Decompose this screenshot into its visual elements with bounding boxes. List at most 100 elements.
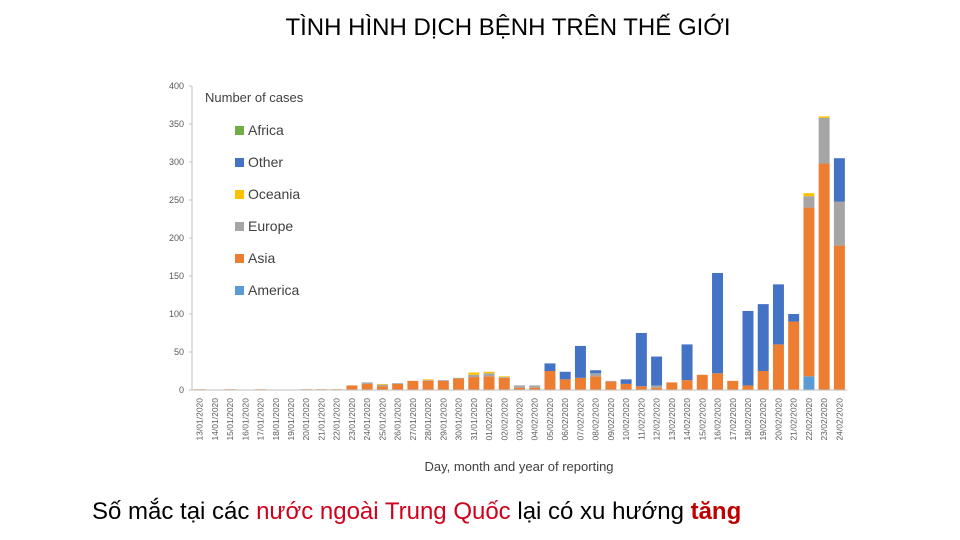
x-tick-label: 19/01/2020 bbox=[286, 398, 296, 441]
y-tick-label: 200 bbox=[169, 233, 184, 243]
x-tick-label: 22/02/2020 bbox=[804, 398, 814, 441]
bar-asia bbox=[376, 386, 388, 390]
bar-asia bbox=[696, 374, 708, 390]
bar-other bbox=[757, 304, 769, 371]
bar-oceania bbox=[483, 371, 495, 374]
legend-swatch bbox=[235, 190, 244, 199]
caption-text-2: lại có xu hướng bbox=[510, 498, 691, 525]
bar-europe bbox=[651, 385, 663, 388]
x-tick-label: 23/01/2020 bbox=[347, 398, 357, 441]
x-tick-label: 08/02/2020 bbox=[591, 398, 601, 441]
x-tick-label: 03/02/2020 bbox=[515, 398, 525, 441]
bar-europe bbox=[453, 377, 465, 379]
x-tick-label: 21/02/2020 bbox=[789, 398, 799, 441]
bar-asia bbox=[803, 207, 815, 377]
bar-europe bbox=[803, 196, 815, 208]
legend-label: Asia bbox=[248, 250, 275, 266]
slide-title: TÌNH HÌNH DỊCH BỆNH TRÊN THẾ GIỚI bbox=[285, 14, 731, 41]
bar-europe bbox=[361, 382, 373, 384]
x-tick-label: 23/02/2020 bbox=[819, 398, 829, 441]
bar-asia bbox=[529, 387, 541, 390]
bar-europe bbox=[422, 380, 434, 381]
x-tick-label: 13/01/2020 bbox=[195, 398, 205, 441]
bar-oceania bbox=[803, 193, 815, 197]
x-tick-label: 30/01/2020 bbox=[454, 398, 464, 441]
bar-asia bbox=[361, 383, 373, 390]
bar-europe bbox=[590, 373, 602, 377]
bar-other bbox=[574, 345, 586, 378]
x-tick-label: 01/02/2020 bbox=[484, 398, 494, 441]
x-tick-label: 10/02/2020 bbox=[621, 398, 631, 441]
bar-asia bbox=[635, 386, 647, 390]
bar-asia bbox=[788, 321, 800, 390]
bars bbox=[194, 116, 845, 390]
bar-europe bbox=[483, 373, 495, 377]
bar-oceania bbox=[498, 376, 510, 378]
bar-asia bbox=[681, 380, 693, 390]
bar-asia bbox=[605, 381, 617, 390]
x-tick-label: 25/01/2020 bbox=[377, 398, 387, 441]
bar-asia bbox=[544, 371, 556, 390]
y-tick-label: 50 bbox=[174, 347, 184, 357]
caption-highlight: nước ngoài Trung Quốc bbox=[256, 498, 511, 525]
x-tick-label: 07/02/2020 bbox=[575, 398, 585, 441]
x-tick-label: 05/02/2020 bbox=[545, 398, 555, 441]
x-tick-label: 31/01/2020 bbox=[469, 398, 479, 441]
bar-asia bbox=[574, 377, 586, 390]
legend-label: Other bbox=[248, 154, 283, 170]
x-tick-label: 06/02/2020 bbox=[560, 398, 570, 441]
x-tick-label: 24/01/2020 bbox=[362, 398, 372, 441]
x-tick-label: 16/01/2020 bbox=[240, 398, 250, 441]
bar-europe bbox=[376, 384, 388, 387]
bar-other bbox=[620, 379, 632, 384]
bar-europe bbox=[605, 380, 617, 382]
x-tick-label: 04/02/2020 bbox=[530, 398, 540, 441]
bar-asia bbox=[590, 376, 602, 390]
bar-asia bbox=[757, 371, 769, 390]
bar-asia bbox=[651, 387, 663, 390]
x-tick-label: 22/01/2020 bbox=[332, 398, 342, 441]
x-tick-label: 16/02/2020 bbox=[713, 398, 723, 441]
bar-other bbox=[712, 272, 724, 374]
legend-label: Oceania bbox=[248, 186, 300, 202]
bar-asia bbox=[833, 245, 845, 390]
x-tick-label: 15/01/2020 bbox=[225, 398, 235, 441]
bar-asia bbox=[407, 380, 419, 390]
bar-asia bbox=[392, 383, 404, 390]
bar-asia bbox=[468, 377, 480, 390]
bar-other bbox=[544, 363, 556, 371]
bar-asia bbox=[620, 383, 632, 390]
x-tick-label: 17/02/2020 bbox=[728, 398, 738, 441]
x-tick-label: 15/02/2020 bbox=[697, 398, 707, 441]
bar-oceania bbox=[422, 379, 434, 381]
bar-oceania bbox=[818, 116, 830, 118]
legend: Number of cases Africa Other Oceania Europe A… bbox=[205, 90, 304, 298]
y-tick-label: 250 bbox=[169, 195, 184, 205]
legend-title: Number of cases bbox=[205, 90, 304, 105]
y-tick-label: 400 bbox=[169, 81, 184, 91]
x-tick-label: 02/02/2020 bbox=[499, 398, 509, 441]
legend-label: Europe bbox=[248, 218, 293, 234]
bar-other bbox=[590, 370, 602, 374]
x-tick-label: 18/01/2020 bbox=[271, 398, 281, 441]
x-tick-label: 21/01/2020 bbox=[316, 398, 326, 441]
legend-label: America bbox=[248, 282, 300, 298]
bar-other bbox=[788, 314, 800, 322]
legend-swatch bbox=[235, 254, 244, 263]
bar-asia bbox=[666, 382, 678, 390]
x-tick-label: 18/02/2020 bbox=[743, 398, 753, 441]
x-axis-label: Day, month and year of reporting bbox=[424, 459, 613, 474]
bar-asia bbox=[498, 377, 510, 390]
x-tick-label: 24/02/2020 bbox=[834, 398, 844, 441]
bar-other bbox=[559, 371, 571, 380]
bar-europe bbox=[468, 374, 480, 378]
y-tick-label: 0 bbox=[179, 385, 184, 395]
bar-europe bbox=[529, 385, 541, 388]
bar-asia bbox=[727, 380, 739, 390]
bar-europe bbox=[392, 383, 404, 384]
bar-europe bbox=[818, 117, 830, 164]
bar-asia bbox=[559, 379, 571, 390]
bar-america bbox=[803, 376, 815, 390]
x-tick-label: 14/01/2020 bbox=[210, 398, 220, 441]
